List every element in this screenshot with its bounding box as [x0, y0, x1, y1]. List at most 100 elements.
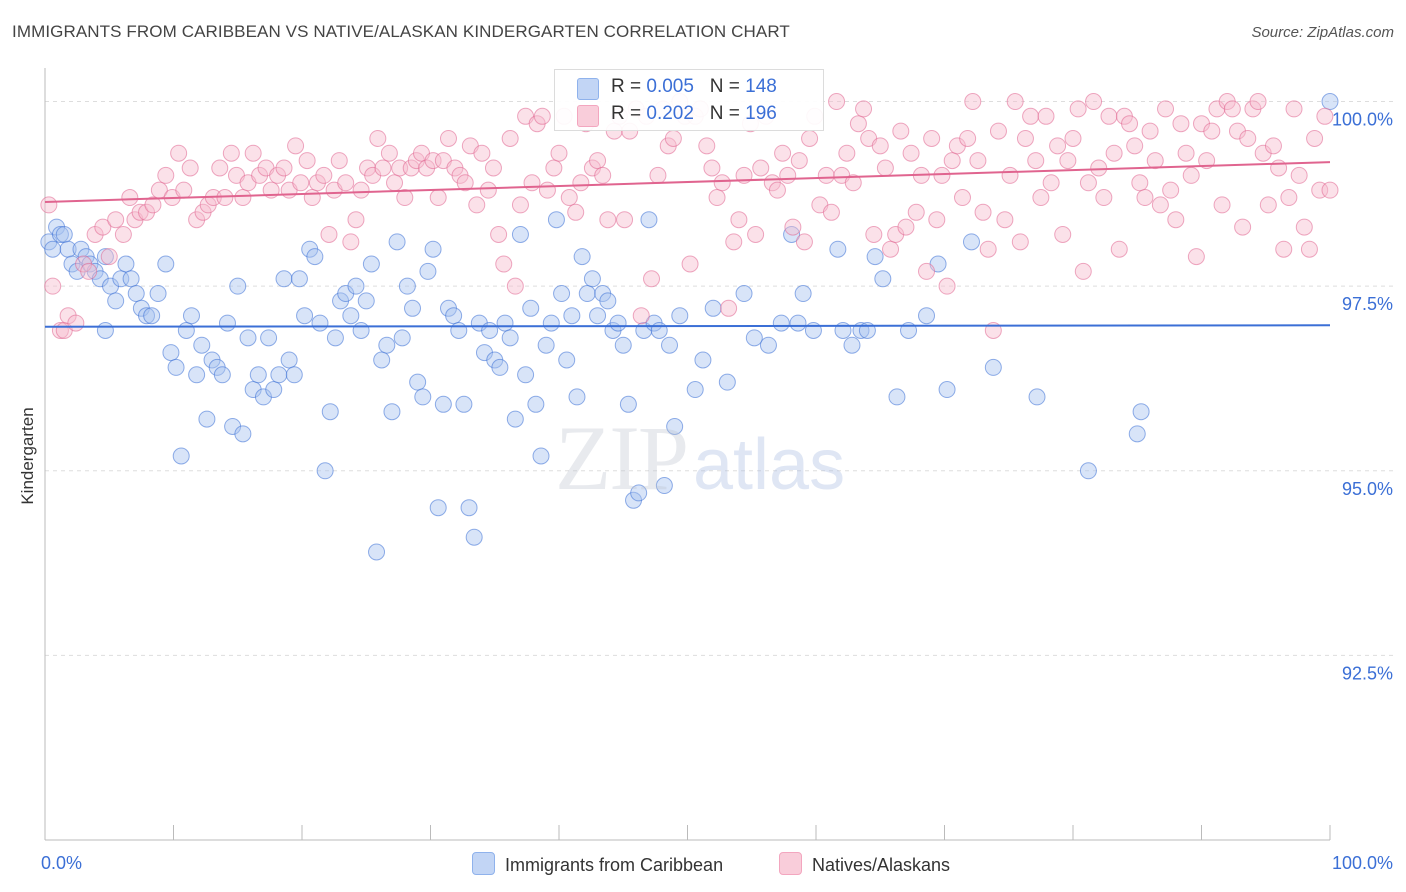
caribbean-point [149, 285, 167, 303]
natives-point [479, 181, 497, 199]
caribbean-point [429, 499, 447, 517]
caribbean-point [1321, 93, 1339, 111]
caribbean-point [290, 270, 308, 288]
bottom-legend-swatch-caribbean [472, 852, 495, 875]
natives-point [720, 299, 738, 317]
natives-point [1059, 152, 1077, 170]
caribbean-point [704, 299, 722, 317]
caribbean-point [321, 403, 339, 421]
natives-point [107, 211, 125, 229]
trend-lines [44, 161, 1331, 328]
correlation-legend: R = 0.005 N = 148 R = 0.202 N = 196 [554, 69, 824, 131]
caribbean-point [270, 366, 288, 384]
caribbean-point [573, 248, 591, 266]
natives-point [567, 203, 585, 221]
caribbean-point [918, 307, 936, 325]
watermark-zip: ZIP [555, 407, 689, 509]
natives-point [1285, 100, 1303, 118]
caribbean-point [527, 395, 545, 413]
caribbean-trend-line [44, 324, 1331, 328]
natives-point [1016, 129, 1034, 147]
caribbean-point [1132, 403, 1150, 421]
natives-point [1095, 189, 1113, 207]
y-axis-title: Kindergarten [18, 407, 37, 504]
bottom-legend-natives[interactable]: Natives/Alaskans [779, 852, 950, 876]
natives-point [287, 137, 305, 155]
natives-point [918, 262, 936, 280]
natives-point [817, 166, 835, 184]
natives-point [892, 122, 910, 140]
natives-point [594, 166, 612, 184]
caribbean-point [450, 321, 468, 339]
y-tick-label: 97.5% [1342, 294, 1393, 314]
caribbean-point [772, 314, 790, 332]
caribbean-point [481, 321, 499, 339]
natives-point [1105, 144, 1123, 162]
caribbean-point [249, 366, 267, 384]
natives-point [369, 129, 387, 147]
natives-point [1295, 218, 1313, 236]
caribbean-point [465, 528, 483, 546]
caribbean-point [198, 410, 216, 428]
natives-point [114, 225, 132, 243]
natives-point [121, 189, 139, 207]
caribbean-point [843, 336, 861, 354]
natives-point [429, 189, 447, 207]
natives-point [396, 189, 414, 207]
caribbean-point [984, 358, 1002, 376]
natives-point [996, 211, 1014, 229]
legend-r-value: 0.005 [646, 76, 694, 97]
natives-point [790, 152, 808, 170]
legend-swatch-caribbean [577, 78, 599, 100]
natives-point [222, 144, 240, 162]
natives-point [511, 196, 529, 214]
caribbean-point [96, 321, 114, 339]
natives-point [303, 189, 321, 207]
caribbean-point [650, 321, 668, 339]
natives-point [768, 181, 786, 199]
bottom-legend-caribbean[interactable]: Immigrants from Caribbean [472, 852, 723, 876]
natives-point [589, 152, 607, 170]
natives-point [170, 144, 188, 162]
natives-point [795, 233, 813, 251]
natives-point [664, 129, 682, 147]
natives-point [550, 144, 568, 162]
natives-point [876, 159, 894, 177]
caribbean-point [218, 314, 236, 332]
natives-point [616, 211, 634, 229]
natives-point [933, 166, 951, 184]
caribbean-point [547, 211, 565, 229]
caribbean-point [759, 336, 777, 354]
natives-point [882, 240, 900, 258]
natives-point [545, 159, 563, 177]
caribbean-point [388, 233, 406, 251]
caribbean-point [804, 321, 822, 339]
natives-point [1259, 196, 1277, 214]
natives-point [801, 129, 819, 147]
natives-point [871, 137, 889, 155]
zipatlas-watermark: ZIPatlas [555, 405, 845, 511]
caribbean-point [96, 248, 114, 266]
natives-point [1049, 137, 1067, 155]
caribbean-point [368, 543, 386, 561]
caribbean-point [866, 248, 884, 266]
natives-point [538, 181, 556, 199]
natives-point [844, 174, 862, 192]
natives-point [1234, 218, 1252, 236]
natives-point [1290, 166, 1308, 184]
x-tick-label-min: 0.0% [41, 853, 82, 873]
natives-point [44, 277, 62, 295]
natives-point [1079, 174, 1097, 192]
natives-point [838, 144, 856, 162]
caribbean-point [655, 477, 673, 495]
caribbean-point [829, 240, 847, 258]
natives-point [1131, 174, 1149, 192]
caribbean-point [666, 417, 684, 435]
natives-point [953, 189, 971, 207]
natives-point [320, 225, 338, 243]
caribbean-point [938, 381, 956, 399]
natives-point [725, 233, 743, 251]
caribbean-point [296, 307, 314, 325]
caribbean-point [789, 314, 807, 332]
natives-point [713, 174, 731, 192]
